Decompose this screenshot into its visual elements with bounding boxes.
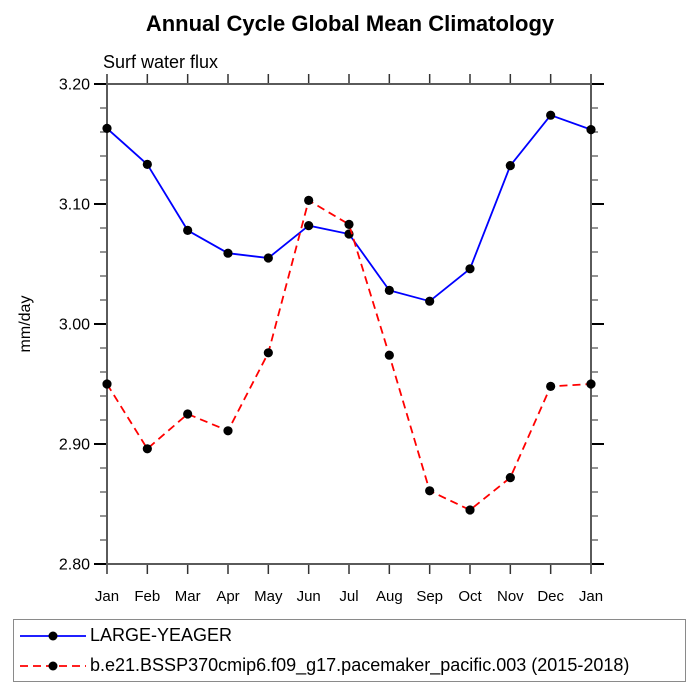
data-point-marker (142, 159, 152, 169)
data-point-marker (263, 348, 273, 358)
data-point-marker (223, 426, 233, 436)
data-point-marker (304, 221, 314, 231)
y-tick-label: 3.20 (59, 77, 90, 94)
legend-row-large-yeager: LARGE-YEAGER (18, 621, 685, 650)
series-line-1 (106, 199, 592, 512)
x-tick-label: Apr (216, 588, 239, 605)
y-tick-label: 2.90 (59, 437, 90, 454)
data-point-marker (384, 350, 394, 360)
data-point-marker (344, 219, 354, 229)
x-tick-label: Aug (376, 588, 403, 605)
y-tick-label: 3.10 (59, 197, 90, 214)
y-tick-label: 3.00 (59, 317, 90, 334)
x-tick-label: Jun (297, 588, 321, 605)
x-tick-label: Mar (175, 588, 201, 605)
data-point-marker (304, 195, 314, 205)
data-point-marker (384, 285, 394, 295)
data-point-marker (586, 125, 596, 135)
legend-label-series-1: LARGE-YEAGER (90, 625, 233, 645)
x-tick-label: Jul (339, 588, 358, 605)
data-point-marker (263, 253, 273, 263)
data-point-marker (546, 110, 556, 120)
x-tick-label: Feb (134, 588, 160, 605)
x-tick-label: Jan (95, 588, 119, 605)
data-point-marker (102, 379, 112, 389)
data-point-marker (465, 505, 475, 515)
legend-row-pacemaker: b.e21.BSSP370cmip6.f09_g17.pacemaker_pac… (18, 651, 685, 680)
legend-marker-dot-icon (48, 661, 58, 670)
legend-sample-dashed-line-icon (20, 661, 86, 670)
x-tick-label: May (254, 588, 283, 605)
data-point-marker (465, 264, 475, 274)
data-point-marker (586, 379, 596, 389)
data-point-marker (223, 248, 233, 258)
data-point-marker (505, 161, 515, 171)
x-tick-label: Oct (458, 588, 482, 605)
data-point-marker (183, 409, 193, 419)
plot-frame (106, 83, 592, 565)
x-tick-label: Nov (497, 588, 524, 605)
x-tick-label: Dec (537, 588, 564, 605)
series-line-0 (106, 114, 592, 303)
data-point-marker (425, 296, 435, 306)
legend-sample-solid-line-icon (20, 631, 86, 640)
y-axis-label: mm/day (17, 296, 34, 353)
data-point-marker (505, 473, 515, 483)
chart-title: Annual Cycle Global Mean Climatology (145, 11, 555, 36)
data-point-marker (183, 225, 193, 235)
legend-marker-dot-icon (48, 631, 58, 640)
x-tick-label: Jan (579, 588, 603, 605)
data-point-marker (142, 444, 152, 454)
y-tick-label: 2.80 (59, 557, 90, 574)
legend: LARGE-YEAGER b.e21.BSSP370cmip6.f09_g17.… (13, 619, 686, 682)
data-point-marker (102, 123, 112, 133)
chart-subtitle: Surf water flux (103, 52, 219, 72)
data-point-marker (425, 486, 435, 496)
data-point-marker (546, 381, 556, 391)
x-tick-label: Sep (416, 588, 443, 605)
legend-label-series-2: b.e21.BSSP370cmip6.f09_g17.pacemaker_pac… (90, 655, 630, 675)
